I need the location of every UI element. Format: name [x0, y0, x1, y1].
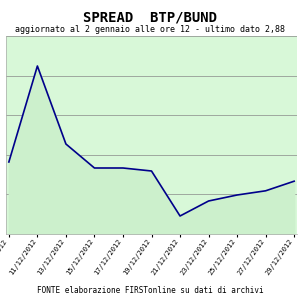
Text: aggiornato al 2 gennaio alle ore 12 - ultimo dato 2,88: aggiornato al 2 gennaio alle ore 12 - ul… [15, 25, 285, 34]
Text: SPREAD  BTP/BUND: SPREAD BTP/BUND [83, 11, 217, 25]
Text: FONTE elaborazione FIRSTonline su dati di archivi: FONTE elaborazione FIRSTonline su dati d… [37, 286, 263, 295]
